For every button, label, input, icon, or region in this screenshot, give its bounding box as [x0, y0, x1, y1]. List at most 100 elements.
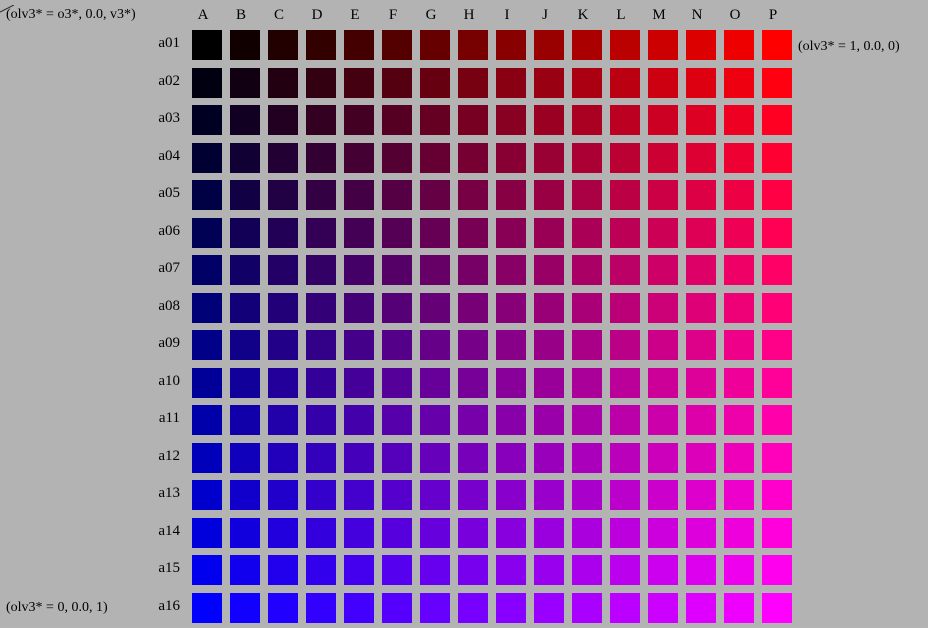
color-swatch-a11-B: [230, 405, 260, 435]
color-swatch-a12-G: [420, 442, 450, 473]
column-header: L: [616, 7, 626, 23]
color-swatch-a11-M: [648, 405, 678, 435]
color-swatch-a04-L: [610, 142, 640, 173]
color-swatch-a07-O: [724, 255, 754, 285]
color-swatch-a12-F: [382, 442, 412, 473]
color-swatch-a08-N: [686, 292, 716, 323]
color-swatch-a11-K: [572, 405, 602, 435]
color-swatch-a12-D: [306, 442, 336, 473]
color-swatch-a13-M: [648, 480, 678, 510]
bottom-left-label: (olv3* = 0, 0.0, 1): [6, 600, 108, 615]
color-swatch-a06-H: [458, 217, 488, 248]
color-swatch-a14-A: [192, 517, 222, 548]
color-swatch-a09-I: [496, 330, 526, 360]
row-label: a16: [158, 597, 180, 614]
row-label: a04: [158, 147, 180, 164]
color-swatch-a13-A: [192, 480, 222, 510]
color-swatch-a16-P: [762, 592, 792, 623]
color-swatch-a13-O: [724, 480, 754, 510]
color-swatch-a13-N: [686, 480, 716, 510]
color-swatch-a10-K: [572, 367, 602, 398]
color-swatch-a04-K: [572, 142, 602, 173]
color-swatch-a06-N: [686, 217, 716, 248]
color-swatch-a07-I: [496, 255, 526, 285]
color-swatch-a02-E: [344, 67, 374, 98]
column-header: N: [691, 7, 703, 23]
color-swatch-a04-B: [230, 142, 260, 173]
color-swatch-a03-A: [192, 105, 222, 135]
color-swatch-a10-N: [686, 367, 716, 398]
color-swatch-a02-A: [192, 67, 222, 98]
color-swatch-a05-O: [724, 180, 754, 210]
color-swatch-a12-A: [192, 442, 222, 473]
color-swatch-a01-B: [230, 30, 260, 60]
color-swatch-a13-L: [610, 480, 640, 510]
color-swatch-a04-N: [686, 142, 716, 173]
color-swatch-a08-O: [724, 292, 754, 323]
color-swatch-a12-M: [648, 442, 678, 473]
color-swatch-a13-C: [268, 480, 298, 510]
column-header: O: [729, 7, 741, 23]
color-swatch-a08-G: [420, 292, 450, 323]
color-swatch-a02-L: [610, 67, 640, 98]
color-swatch-a03-H: [458, 105, 488, 135]
color-swatch-a07-B: [230, 255, 260, 285]
column-header: J: [542, 7, 548, 23]
color-swatch-a05-F: [382, 180, 412, 210]
color-swatch-a05-M: [648, 180, 678, 210]
color-swatch-a02-N: [686, 67, 716, 98]
row-label: a10: [158, 372, 180, 389]
color-swatch-a05-C: [268, 180, 298, 210]
color-swatch-a09-F: [382, 330, 412, 360]
color-swatch-a09-K: [572, 330, 602, 360]
color-swatch-a10-P: [762, 367, 792, 398]
color-swatch-a10-O: [724, 367, 754, 398]
color-swatch-a10-A: [192, 367, 222, 398]
color-swatch-a15-K: [572, 555, 602, 585]
color-swatch-a06-E: [344, 217, 374, 248]
column-header: G: [425, 7, 437, 23]
color-swatch-a13-I: [496, 480, 526, 510]
row-labels: a01 a02 a03 a04 a05 a06 a07 a08 a09 a10 a11 a12 a13 a…: [140, 28, 180, 628]
color-swatch-a08-B: [230, 292, 260, 323]
color-swatch-a13-B: [230, 480, 260, 510]
color-swatch-a06-I: [496, 217, 526, 248]
color-swatch-a02-O: [724, 67, 754, 98]
color-swatch-a01-C: [268, 30, 298, 60]
color-swatch-a11-A: [192, 405, 222, 435]
color-swatch-a06-K: [572, 217, 602, 248]
color-swatch-a03-B: [230, 105, 260, 135]
color-swatch-a08-L: [610, 292, 640, 323]
color-swatch-a16-M: [648, 592, 678, 623]
row-label: a06: [158, 222, 180, 239]
color-swatch-a05-E: [344, 180, 374, 210]
color-swatch-a05-L: [610, 180, 640, 210]
color-swatch-a15-H: [458, 555, 488, 585]
color-swatch-a11-E: [344, 405, 374, 435]
color-swatch-a14-I: [496, 517, 526, 548]
color-swatch-a04-P: [762, 142, 792, 173]
color-swatch-a04-C: [268, 142, 298, 173]
color-swatch-a07-C: [268, 255, 298, 285]
color-swatch-a14-L: [610, 517, 640, 548]
column-header: F: [388, 7, 398, 23]
color-swatch-a15-I: [496, 555, 526, 585]
color-swatch-a02-I: [496, 67, 526, 98]
color-swatch-a07-G: [420, 255, 450, 285]
color-swatch-a07-H: [458, 255, 488, 285]
color-swatch-a15-E: [344, 555, 374, 585]
color-swatch-a16-I: [496, 592, 526, 623]
color-swatch-a14-B: [230, 517, 260, 548]
color-swatch-a03-F: [382, 105, 412, 135]
color-swatch-a01-H: [458, 30, 488, 60]
color-swatch-a16-J: [534, 592, 564, 623]
color-swatch-a04-D: [306, 142, 336, 173]
color-swatch-a09-D: [306, 330, 336, 360]
color-swatch-a14-N: [686, 517, 716, 548]
color-swatch-a09-H: [458, 330, 488, 360]
color-swatch-a11-D: [306, 405, 336, 435]
color-swatch-a06-O: [724, 217, 754, 248]
color-swatch-a12-N: [686, 442, 716, 473]
column-header: K: [577, 7, 589, 23]
color-swatch-a08-F: [382, 292, 412, 323]
